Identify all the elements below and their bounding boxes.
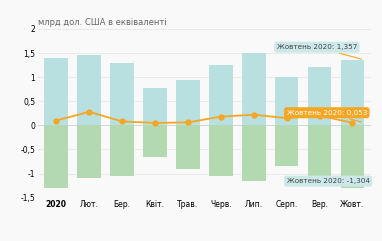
Bar	[275, 77, 298, 125]
Bar	[209, 65, 233, 125]
Text: млрд дол. США в еквіваленті: млрд дол. США в еквіваленті	[38, 18, 167, 27]
Bar	[242, 53, 265, 125]
Bar	[176, 80, 200, 125]
Bar	[341, 60, 364, 125]
Text: Жовтень 2020: 0,053: Жовтень 2020: 0,053	[286, 110, 367, 122]
Bar	[44, 58, 68, 125]
Bar	[308, 125, 331, 178]
Bar	[209, 125, 233, 176]
Bar	[242, 125, 265, 181]
Bar	[143, 125, 167, 157]
Bar	[78, 55, 101, 125]
Bar	[176, 125, 200, 169]
Bar	[341, 125, 364, 188]
Text: Жовтень 2020: -1,304: Жовтень 2020: -1,304	[286, 178, 370, 184]
Text: Жовтень 2020: 1,357: Жовтень 2020: 1,357	[277, 44, 362, 59]
Bar	[44, 125, 68, 188]
Bar	[275, 125, 298, 166]
Bar	[308, 67, 331, 125]
Bar	[110, 63, 134, 125]
Bar	[78, 125, 101, 178]
Bar	[143, 88, 167, 125]
Bar	[110, 125, 134, 176]
